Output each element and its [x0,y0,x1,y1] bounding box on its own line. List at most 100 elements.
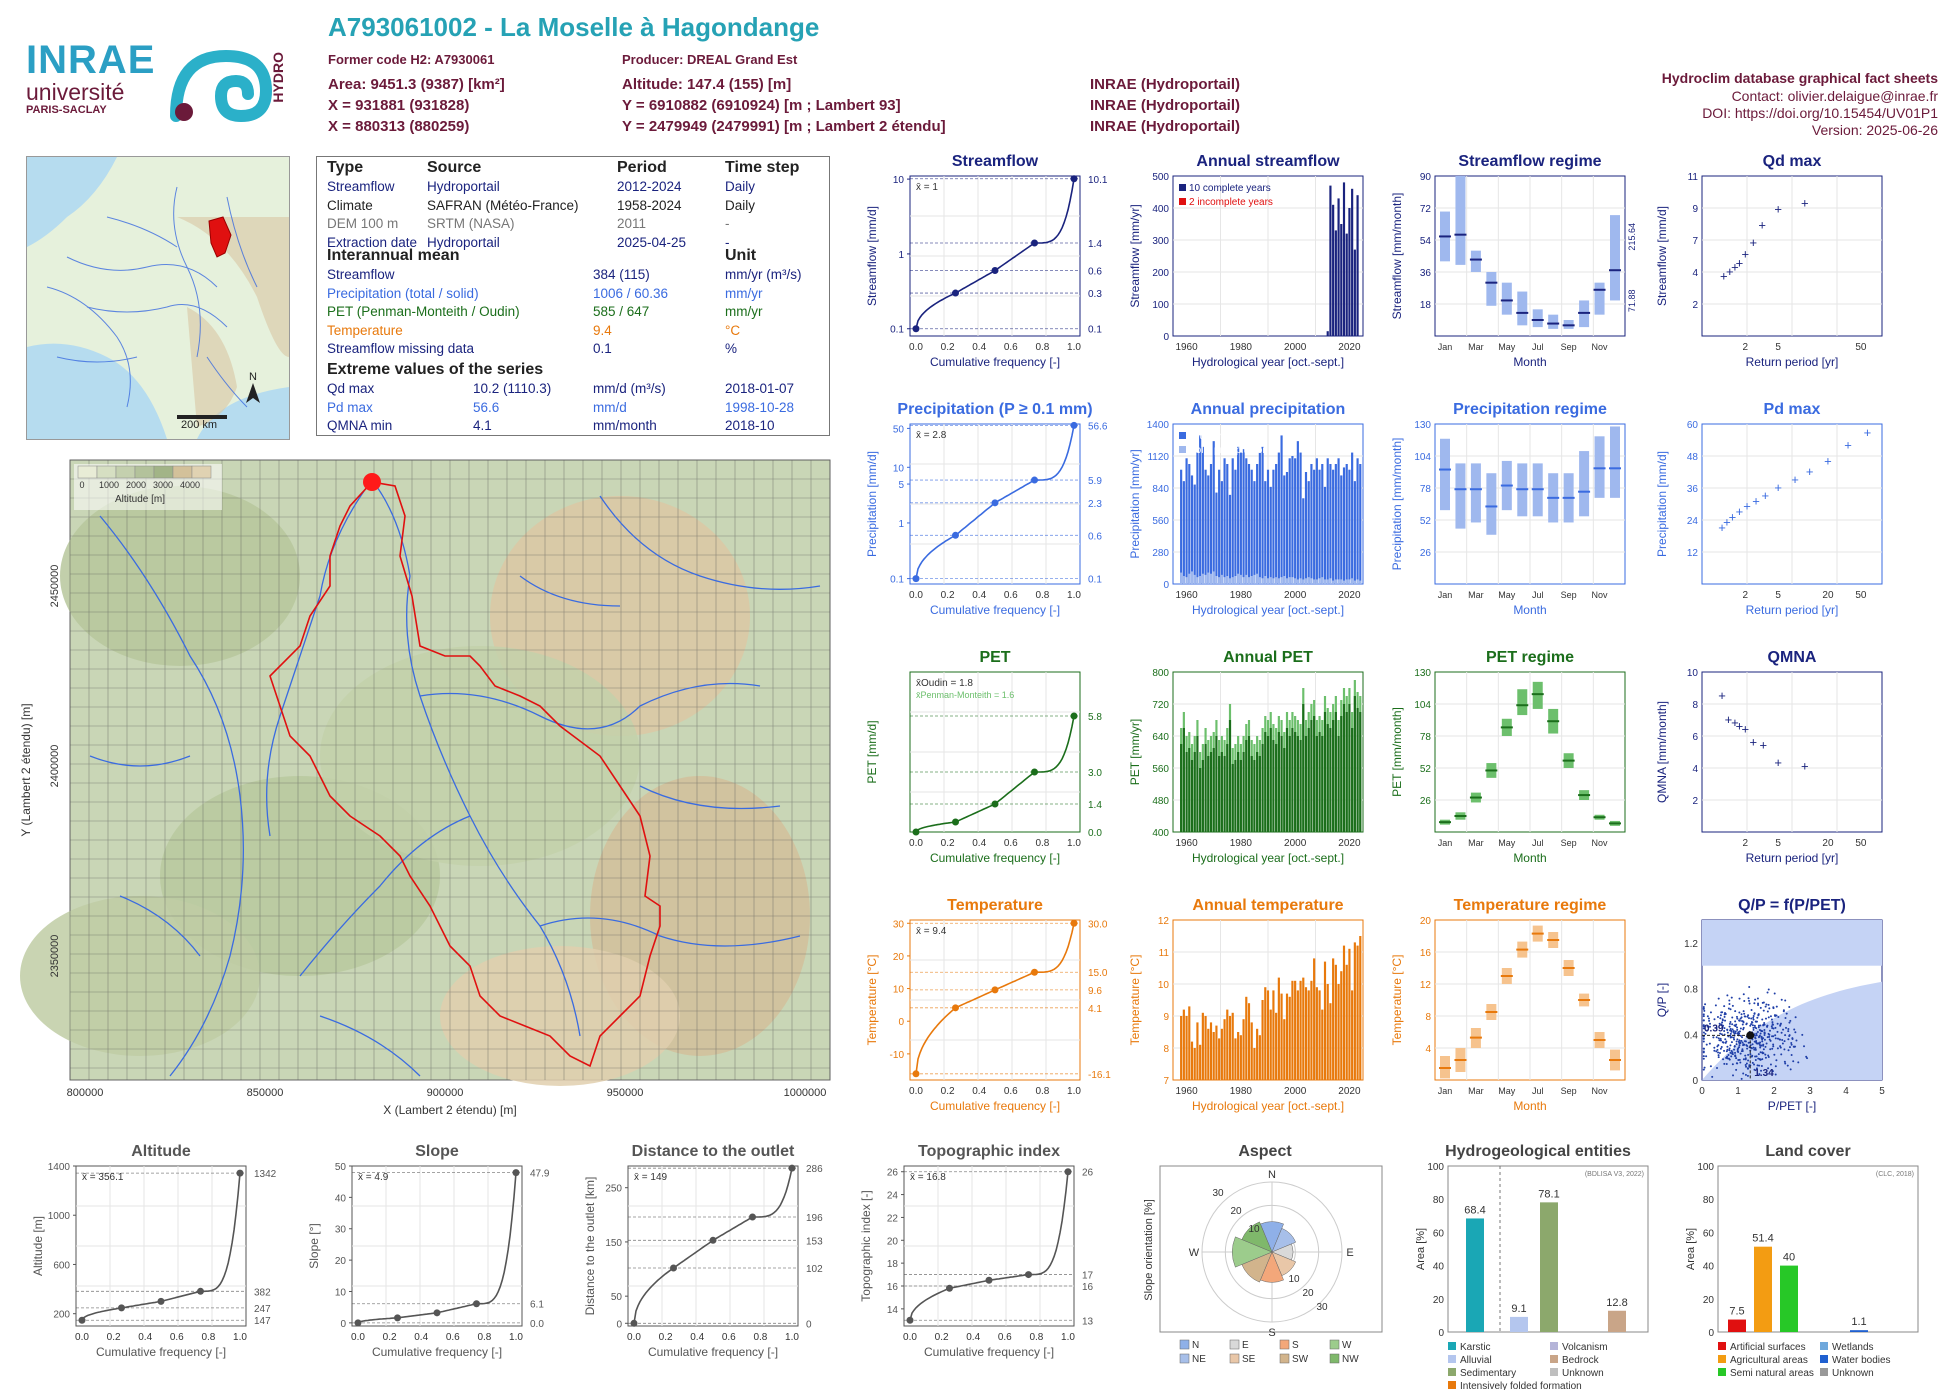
qp-point [1772,1043,1775,1046]
mean-unit: mm/yr [725,285,763,301]
quantile-point [473,1300,480,1308]
quantile-point [906,1316,914,1324]
month-tick-label: May [1498,342,1516,352]
doi-link[interactable]: DOI: https://doi.org/10.15454/UV01P1 [1702,105,1938,121]
return-period-point: + [1729,509,1737,524]
qp-point [1735,1062,1738,1065]
qp-point [1772,1035,1775,1038]
annual-bar-solid [1185,577,1188,584]
y-tick-label: 78 [1420,484,1432,495]
y-tick-label: 12 [1687,548,1699,559]
quantile-point [1070,919,1078,927]
map-y-tick: 2450000 [49,565,61,608]
annual-bar [1193,484,1196,584]
qp-point [1732,1074,1735,1077]
extreme-date: 1998-10-28 [725,399,795,415]
mean-value: 9.4 [593,322,612,338]
annual-bar [1288,996,1291,1080]
x-tick-label: 0.8 [1035,342,1049,353]
qp-point [1738,1030,1741,1033]
qp-point [1735,1068,1738,1071]
annual-temp-chart: Annual temperature 7 8 9 10 11 12 1960 1980 2000 2… [1125,894,1375,1124]
annual-bar [1304,472,1308,584]
qp-point [1759,1051,1762,1054]
month-tick-label: Sep [1561,838,1577,848]
quantile-label: 6.1 [530,1300,544,1311]
legend-label: Bedrock [1562,1355,1600,1366]
annual-bar [1337,198,1340,336]
return-period-point: + [1801,758,1809,773]
qp-point [1718,1022,1721,1025]
legend-swatch [1820,1368,1828,1376]
grid [1435,920,1625,1080]
annual-bar [1218,756,1221,832]
quantile-point [1031,476,1038,484]
qp-point [1752,1016,1755,1019]
altitude-legend-tick: 0 [79,480,84,490]
qp-point [1713,1049,1716,1052]
annual-bar [1269,728,1272,832]
grid [1435,672,1625,832]
annual-bar [1266,990,1270,1080]
qp-point [1748,986,1751,989]
aspect-sector-ne [1271,1227,1297,1253]
qp-point [1780,1053,1783,1056]
table-cell-source: Hydroportail [427,179,500,194]
altitude-legend-swatch [77,465,98,479]
y-tick-label: 0.1 [890,575,904,586]
y-tick-label: 16 [1420,948,1432,959]
annual-bar-solid [1275,577,1278,584]
y-tick-label: 20 [893,952,905,963]
x-tick-label: 1960 [1175,342,1198,353]
y-tick-label: 80 [1703,1195,1715,1206]
qp-point [1702,1015,1705,1018]
y-tick-label: 40 [1703,1262,1715,1273]
qp-point [1736,1048,1739,1051]
qp-point [1735,1057,1738,1060]
y-tick-label: 130 [1414,420,1431,431]
qp-point [1787,1028,1790,1031]
qp-point [1783,1040,1786,1043]
annual-bar [1234,469,1237,584]
qp-point [1713,1018,1716,1021]
y-tick-label: 40 [335,1193,347,1204]
regime-box [1517,291,1528,326]
qp-point [1724,1041,1727,1044]
qp-point [1723,1029,1726,1032]
x-tick-label: 2020 [1338,342,1361,353]
annual-bar [1190,760,1194,832]
annual-bar [1256,752,1259,832]
y-tick-label: 100 [1427,1162,1444,1173]
legend-swatch [1229,1339,1240,1350]
mean-value: 0.1 [593,341,612,356]
qp-point [1733,1038,1736,1041]
legend-swatch [1179,198,1186,205]
qp-point [1742,1044,1745,1047]
x-tick-label: 2000 [1284,342,1307,353]
north-arrow-icon: N [243,371,263,405]
annual-bar [1204,1016,1207,1080]
y-tick-label: 1 [898,519,904,530]
qp-point [1702,1019,1705,1022]
x-tick-label: 0.0 [909,590,923,601]
x-tick-label: 0.8 [201,1332,215,1343]
annual-bar [1351,990,1354,1080]
y-tick-label: 50 [611,1292,623,1303]
x-axis-label: Cumulative frequency [-] [930,851,1060,865]
y-axis-label: QMNA [mm/month] [1655,701,1669,803]
altitude-legend-swatch [134,465,155,479]
unit-title: Unit [725,247,757,264]
annual-bar-solid [1307,577,1310,584]
annual-bar [1345,464,1348,584]
annual-bar [1299,452,1302,584]
mean-label: x̄ = 2.8 [916,430,947,441]
table-header: Period [617,159,667,176]
river [319,1015,421,1077]
qp-point [1759,1058,1762,1061]
altitude-legend-tick: 3000 [153,480,173,490]
precip-fdc-chart: Precipitation (P ≥ 0.1 mm) 0.1 1 5 10 50 0.0 0.… [862,398,1112,628]
annual-bar [1302,977,1305,1080]
qp-point [1788,1021,1791,1024]
source-1: INRAE (Hydroportail) [1090,76,1240,93]
qp-point [1743,1000,1746,1003]
